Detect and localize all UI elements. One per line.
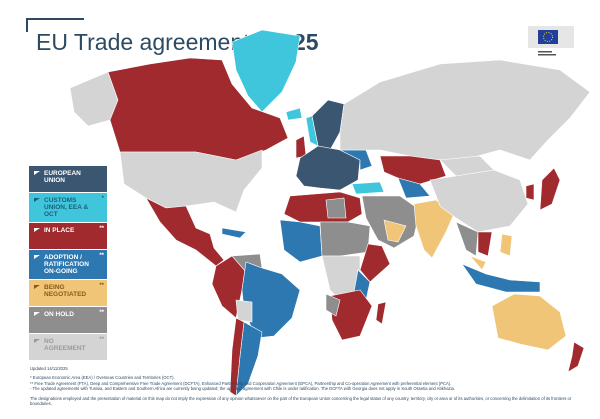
region-bolivia: [235, 299, 253, 323]
region-turkey: [351, 181, 385, 195]
legend-being-negotiated: Being Negotiated **: [29, 280, 107, 306]
legend-marker: **: [99, 337, 104, 343]
region-greenland: [231, 29, 301, 113]
legend-marker: **: [99, 226, 104, 232]
region-mexico: [145, 197, 225, 267]
european-commission-logo: [528, 26, 574, 56]
legend-marker: **: [99, 253, 104, 259]
region-caribbean: [221, 227, 247, 239]
region-philippines: [499, 233, 513, 257]
legend-no-agreement: No Agreement **: [29, 334, 107, 360]
legend-label: European Union: [44, 170, 81, 184]
region-eu: [295, 145, 361, 191]
region-indonesia: [461, 263, 541, 293]
flag-icon: [34, 339, 40, 343]
legend-marker: **: [99, 310, 104, 316]
footnote: * European Economic Area (EEA) / Oversea…: [30, 375, 175, 381]
region-russia: [339, 59, 591, 161]
map-legend: European Union Customs Union, EEA & OCT *…: [29, 166, 107, 361]
legend-marker: *: [101, 196, 104, 202]
region-myanmar-thailand: [455, 221, 479, 257]
title-text: EU Trade agreements: [36, 29, 262, 55]
region-japan: [539, 167, 561, 211]
legend-customs-union: Customs Union, EEA & OCT *: [29, 193, 107, 222]
legend-in-place: In Place **: [29, 223, 107, 249]
region-angola: [325, 293, 341, 317]
flag-icon: [34, 255, 40, 259]
flag-icon: [34, 198, 40, 202]
region-korea: [525, 183, 535, 201]
legend-label: Adoption / Ratification On-going: [44, 254, 89, 275]
region-gcc: [383, 219, 407, 243]
disclaimer: The designations employed and the presen…: [30, 395, 572, 407]
legend-adoption: Adoption / Ratification On-going **: [29, 250, 107, 279]
region-australia: [491, 293, 567, 351]
legend-on-hold: On Hold **: [29, 307, 107, 333]
region-malaysia: [469, 255, 487, 271]
legend-label: Customs Union, EEA & OCT: [44, 197, 89, 218]
legend-label: On Hold: [44, 311, 74, 318]
title-accent: [26, 18, 28, 32]
title-accent: [26, 18, 84, 20]
region-chile: [229, 317, 245, 397]
flag-icon: [34, 228, 40, 232]
flag-icon: [34, 285, 40, 289]
region-libya: [325, 197, 347, 219]
legend-label: Being Negotiated: [44, 284, 87, 298]
legend-label: No Agreement: [44, 338, 86, 352]
footnote: - The updated agreements with Tunisia, a…: [30, 386, 456, 392]
region-usa: [119, 149, 263, 213]
region-china: [429, 169, 529, 233]
region-north-africa: [283, 191, 363, 223]
region-new-zealand: [567, 341, 585, 373]
flag-icon: [34, 312, 40, 316]
region-east-africa: [359, 243, 391, 283]
region-brazil: [241, 261, 301, 339]
region-madagascar: [375, 301, 387, 325]
legend-marker: **: [99, 283, 104, 289]
region-southern-africa: [329, 289, 373, 341]
region-canada: [107, 57, 289, 161]
region-sahel: [319, 221, 371, 257]
flag-icon: [34, 171, 40, 175]
region-central-asia: [397, 177, 431, 199]
region-west-africa: [279, 219, 323, 263]
region-vietnam: [477, 231, 493, 257]
footer-notes: Updated 14/11/2025 * European Economic A…: [30, 366, 590, 406]
updated-date: Updated 14/11/2025: [30, 366, 68, 371]
legend-european-union: European Union: [29, 166, 107, 192]
footnote: ** Free Trade Agreement (FTA), Deep and …: [30, 380, 452, 386]
legend-label: In Place: [44, 227, 75, 234]
